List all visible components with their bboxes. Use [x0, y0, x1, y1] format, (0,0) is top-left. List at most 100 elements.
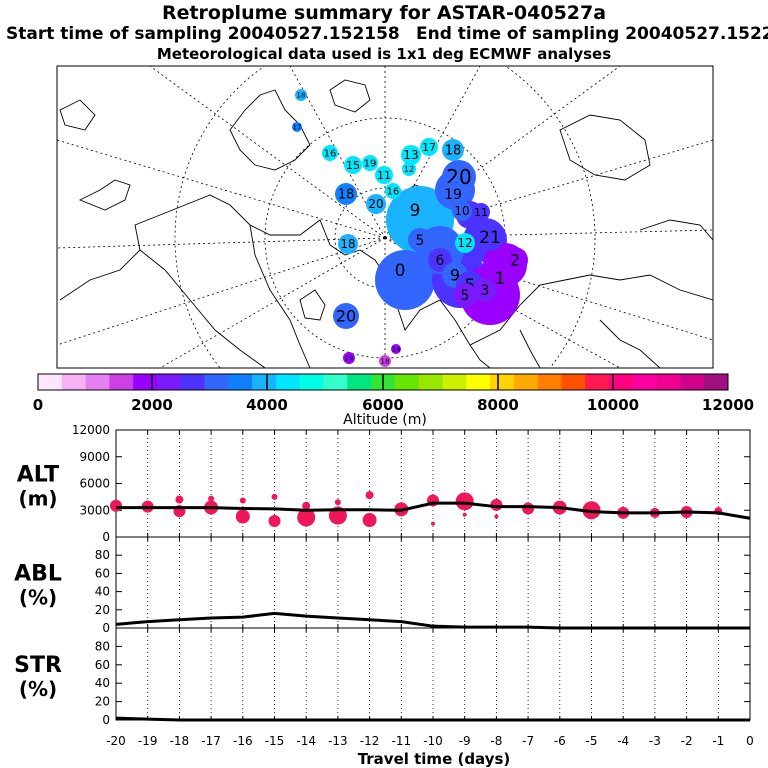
y-tick-label: 20 — [95, 603, 110, 617]
plume-marker-label: 0 — [395, 261, 406, 281]
colorbar-segment — [561, 374, 586, 390]
colorbar-segment — [299, 374, 325, 390]
plume-marker: 5 — [453, 283, 477, 307]
plume-marker-label: 19 — [345, 354, 354, 362]
plume-marker: 17 — [292, 122, 302, 132]
colorbar-segment — [133, 374, 158, 390]
plume-marker: 12 — [455, 233, 475, 253]
colorbar-segment — [394, 374, 420, 390]
alt-scatter-point — [362, 513, 377, 528]
x-tick-label: -17 — [201, 734, 221, 748]
y-tick-label: 20 — [95, 695, 110, 709]
panel-unit: (%) — [19, 677, 57, 701]
colorbar-tick-label: 10000 — [587, 396, 639, 414]
alt-scatter-point — [365, 491, 374, 500]
colorbar-segment — [85, 374, 110, 390]
colorbar-segment — [323, 374, 348, 390]
alt-scatter-point — [208, 495, 215, 502]
plume-marker-label: 9 — [450, 266, 460, 285]
x-tick-label: -11 — [391, 734, 411, 748]
plume-marker-label: 15 — [346, 159, 360, 172]
plume-marker-label: 18 — [338, 188, 355, 203]
plume-marker: 20 — [366, 194, 386, 214]
plume-marker: 18 — [295, 89, 307, 101]
plume-marker-label: 21 — [479, 228, 501, 248]
colorbar-segment — [180, 374, 206, 390]
plume-marker: 9 — [401, 196, 429, 224]
plume-marker-label: 17 — [422, 141, 436, 154]
plume-marker-label: 18 — [381, 357, 390, 365]
colorbar-title: Altitude (m) — [343, 412, 427, 428]
alt-scatter-point — [334, 499, 341, 506]
series-line — [116, 501, 751, 520]
panel-frame — [115, 536, 751, 629]
x-tick-label: -20 — [106, 734, 126, 748]
x-tick-label: -10 — [423, 734, 443, 748]
x-tick-label: -2 — [681, 734, 693, 748]
plume-marker: 12 — [402, 162, 416, 176]
coastlines — [59, 79, 713, 368]
colorbar-tick-label: 2000 — [131, 396, 173, 414]
colorbar-segment — [204, 374, 229, 390]
plume-marker: 0 — [386, 256, 414, 284]
colorbar-segment — [418, 374, 443, 390]
plume-marker-label: 3 — [481, 283, 490, 299]
colorbar-segment — [38, 374, 63, 390]
plume-marker: 3 — [473, 278, 497, 302]
start-time-label: Start time of sampling 20040527.152158 — [6, 24, 400, 44]
colorbar-tick-label: 0 — [33, 396, 43, 414]
colorbar-segment — [347, 374, 372, 390]
alt-scatter-point — [110, 499, 122, 512]
plume-marker: 17 — [420, 138, 438, 156]
alt-scatter-point — [455, 492, 474, 511]
x-tick-label: 0 — [746, 734, 754, 748]
x-tick-label: -7 — [522, 734, 534, 748]
series-line — [115, 716, 750, 722]
end-time-label: End time of sampling 20040527.152229 — [416, 24, 768, 44]
alt-scatter-point — [175, 495, 184, 504]
plume-marker-label: 5 — [461, 288, 470, 304]
plume-marker: 18 — [335, 183, 357, 205]
colorbar-tick-label: 8000 — [477, 396, 519, 414]
plume-marker-label: 16 — [387, 187, 400, 198]
x-tick-label: -19 — [138, 734, 158, 748]
plume-marker: 13 — [401, 145, 421, 165]
colorbar-segment — [466, 374, 491, 390]
y-tick-label: 80 — [95, 548, 110, 562]
plume-marker-label: 20 — [368, 197, 383, 211]
met-data-label: Meteorological data used is 1x1 deg ECMW… — [156, 45, 612, 63]
colorbar-segment — [61, 374, 87, 390]
panel-frame — [115, 627, 751, 721]
plume-marker: 11 — [472, 203, 490, 221]
alt-scatter-point — [268, 514, 281, 527]
panel-unit: (m) — [18, 487, 57, 511]
x-tick-label: -14 — [296, 734, 316, 748]
chart-title: Retroplume summary for ASTAR-040527a — [161, 2, 607, 24]
x-tick-label: -15 — [265, 734, 285, 748]
x-tick-label: -12 — [360, 734, 380, 748]
plume-marker: 19 — [362, 155, 378, 171]
y-tick-label: 40 — [95, 676, 110, 690]
plume-marker-label: 10 — [454, 204, 469, 218]
plume-marker: 19 — [343, 352, 355, 364]
plume-marker-label: 19 — [444, 187, 462, 203]
alt-scatter-point — [431, 521, 435, 526]
plume-marker: 16 — [322, 145, 338, 161]
colorbar-segment — [609, 374, 634, 390]
colorbar-segment — [442, 374, 467, 390]
plume-marker-label: 1 — [495, 269, 506, 289]
time-series-panels: 030006000900012000ALT(m)020406080ABL(%)0… — [14, 423, 754, 748]
colorbar-segment — [585, 374, 610, 390]
plume-marker: 18 — [338, 234, 358, 254]
colorbar-segment — [275, 374, 301, 390]
plume-marker: 18 — [379, 355, 391, 367]
plume-marker-label: 5 — [416, 233, 425, 249]
y-tick-label: 9000 — [79, 450, 110, 464]
plume-marker-label: 12 — [457, 236, 472, 250]
y-tick-label: 12000 — [72, 423, 110, 437]
y-tick-label: 3000 — [79, 503, 110, 517]
plume-marker-label: 11 — [377, 169, 391, 182]
plume-marker-label: 19 — [364, 159, 377, 170]
plume-marker: 16 — [385, 183, 401, 199]
panel-1: 0 20 40 60 80 ABL(%) — [14, 536, 751, 635]
